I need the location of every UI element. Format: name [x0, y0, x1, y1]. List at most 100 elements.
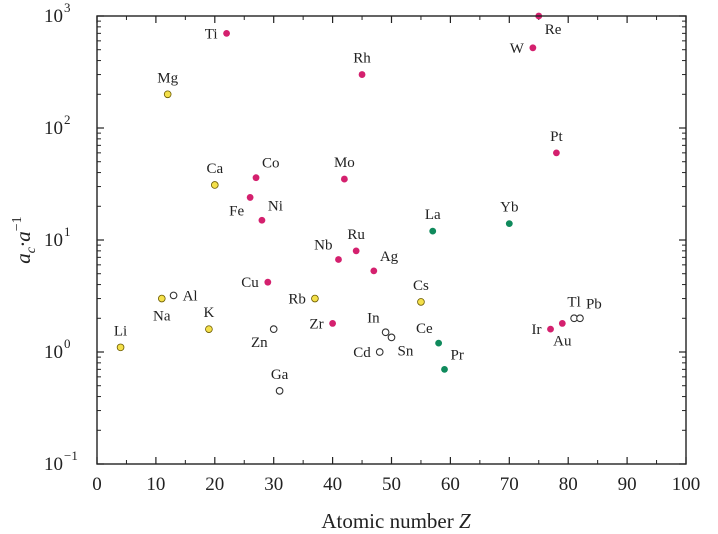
point-label-co: Co [262, 156, 280, 172]
point-label-fe: Fe [229, 203, 244, 219]
point-zr [329, 320, 336, 327]
point-label-w: W [510, 41, 525, 57]
point-label-ru: Ru [347, 227, 365, 243]
y-tick-label: 10 [44, 454, 63, 475]
point-label-ag: Ag [380, 249, 399, 265]
point-label-tl: Tl [567, 294, 580, 310]
x-tick-label: 50 [382, 474, 401, 495]
point-fe [246, 194, 254, 201]
point-label-zn: Zn [251, 335, 268, 351]
point-label-ti: Ti [205, 26, 218, 42]
y-axis-title-a: a [11, 253, 35, 264]
point-mg [163, 90, 172, 99]
y-tick-label: 10 [44, 118, 63, 139]
y-tick-base: 10 [44, 342, 63, 363]
point-label-al: Al [183, 288, 198, 304]
point-sn [387, 333, 396, 342]
point-label-la: La [425, 207, 441, 223]
x-tick-label: 20 [205, 474, 224, 495]
point-zn [269, 325, 278, 333]
y-tick-label: 10 [44, 230, 63, 251]
y-tick-base: 10 [44, 6, 63, 27]
point-la [429, 227, 437, 235]
y-tick-base: 10 [44, 454, 63, 475]
point-yb [505, 220, 513, 228]
x-tick-label: 0 [92, 474, 102, 495]
y-tick-label: 10 [44, 342, 63, 363]
x-tick-label: 60 [441, 474, 460, 495]
x-tick-label: 80 [559, 474, 578, 495]
x-axis-title: Atomic number Z [321, 509, 471, 533]
y-axis-title: ac·a−1 [10, 216, 39, 263]
point-ga [275, 386, 284, 395]
point-label-pr: Pr [451, 347, 464, 363]
x-tick-label: 100 [672, 474, 701, 495]
point-pr [441, 365, 448, 373]
y-tick-exponent: 3 [64, 0, 71, 15]
point-ca [211, 181, 219, 189]
point-pt [553, 149, 560, 157]
point-ni [258, 216, 266, 224]
x-tick-label: 10 [146, 474, 165, 495]
point-rb [311, 294, 319, 303]
point-label-na: Na [153, 309, 171, 325]
point-label-ir: Ir [532, 322, 542, 338]
plot-frame [96, 15, 687, 465]
y-tick-base: 10 [44, 118, 63, 139]
y-axis-title-sub: c [24, 246, 39, 253]
y-tick-base: 10 [44, 230, 63, 251]
point-label-rh: Rh [353, 51, 371, 67]
point-label-zr: Zr [309, 316, 323, 332]
point-label-re: Re [545, 22, 562, 38]
point-label-au: Au [553, 333, 572, 349]
point-label-k: K [203, 305, 214, 321]
x-tick-label: 30 [264, 474, 283, 495]
point-label-nb: Nb [314, 237, 332, 253]
point-label-cd: Cd [353, 345, 371, 361]
point-au [558, 320, 566, 327]
point-ce [435, 339, 443, 347]
x-tick-label: 90 [618, 474, 637, 495]
point-al [169, 291, 178, 300]
point-in [381, 328, 390, 337]
y-tick-exponent: 0 [64, 336, 71, 351]
point-label-sn: Sn [398, 343, 414, 359]
data-points [116, 12, 584, 395]
point-label-ni: Ni [268, 198, 283, 214]
point-label-in: In [367, 310, 380, 326]
point-ru [352, 247, 360, 255]
y-tick-exponent: 1 [64, 224, 71, 239]
point-label-cs: Cs [413, 278, 429, 294]
point-label-li: Li [114, 323, 127, 339]
x-tick-label: 40 [323, 474, 342, 495]
point-nb [335, 256, 342, 263]
point-cs [417, 298, 425, 306]
point-label-mo: Mo [334, 155, 355, 171]
point-label-yb: Yb [500, 200, 518, 216]
y-axis-title-sup: −1 [10, 216, 25, 231]
point-ir [547, 325, 554, 333]
point-label-ga: Ga [271, 367, 289, 383]
point-cu [264, 278, 272, 286]
point-k [205, 325, 213, 333]
y-tick-label: 10 [44, 6, 63, 27]
point-label-ca: Ca [206, 161, 223, 177]
point-w [529, 44, 537, 52]
point-ag [370, 267, 378, 275]
point-ti [223, 29, 230, 37]
point-li [116, 343, 125, 352]
point-label-pt: Pt [550, 129, 563, 145]
point-label-pb: Pb [586, 296, 602, 312]
point-co [252, 174, 260, 182]
point-na [157, 294, 166, 303]
point-rh [358, 71, 366, 78]
point-label-cu: Cu [241, 275, 259, 291]
point-cd [375, 348, 384, 356]
point-label-ce: Ce [416, 321, 433, 337]
x-axis-title-var: Z [459, 509, 471, 533]
point-label-mg: Mg [157, 70, 178, 86]
point-label-rb: Rb [288, 292, 306, 308]
y-tick-exponent: −1 [64, 448, 78, 463]
